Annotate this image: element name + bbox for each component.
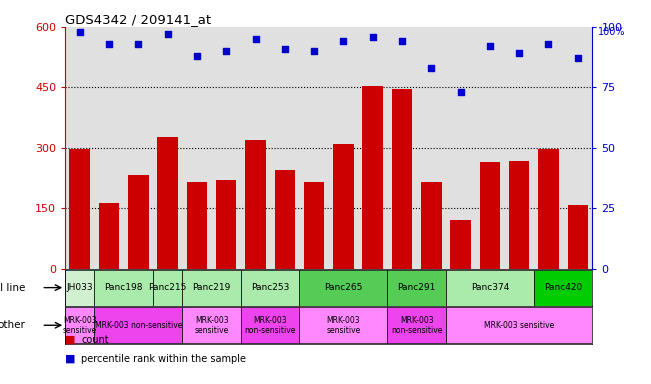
Text: other: other bbox=[0, 320, 25, 330]
Bar bbox=[421, 182, 441, 269]
Bar bbox=[509, 161, 529, 269]
Bar bbox=[538, 149, 559, 269]
Bar bbox=[304, 182, 324, 269]
Text: MRK-003
non-sensitive: MRK-003 non-sensitive bbox=[391, 316, 442, 335]
Text: GDS4342 / 209141_at: GDS4342 / 209141_at bbox=[65, 13, 211, 26]
Text: MRK-003
sensitive: MRK-003 sensitive bbox=[195, 316, 229, 335]
Point bbox=[543, 41, 553, 47]
Text: ■: ■ bbox=[65, 354, 76, 364]
Bar bbox=[70, 149, 90, 269]
Text: ■: ■ bbox=[65, 335, 76, 345]
Text: Panc374: Panc374 bbox=[471, 283, 509, 292]
Bar bbox=[480, 162, 500, 269]
Bar bbox=[446, 270, 534, 306]
Point bbox=[339, 38, 349, 45]
Text: Panc265: Panc265 bbox=[324, 283, 363, 292]
Text: MRK-003
non-sensitive: MRK-003 non-sensitive bbox=[245, 316, 296, 335]
Bar bbox=[241, 270, 299, 306]
Point bbox=[250, 36, 260, 42]
Bar bbox=[153, 270, 182, 306]
Bar bbox=[65, 307, 94, 343]
Point bbox=[74, 29, 85, 35]
Bar bbox=[241, 307, 299, 343]
Bar bbox=[245, 140, 266, 269]
Point bbox=[163, 31, 173, 37]
Text: Panc291: Panc291 bbox=[398, 283, 436, 292]
Bar bbox=[65, 270, 94, 306]
Bar bbox=[158, 137, 178, 269]
Point bbox=[396, 38, 408, 45]
Text: Panc198: Panc198 bbox=[104, 283, 143, 292]
Point bbox=[455, 89, 465, 95]
Bar bbox=[534, 270, 592, 306]
Text: MRK-003 sensitive: MRK-003 sensitive bbox=[484, 321, 554, 330]
Bar bbox=[275, 170, 295, 269]
Bar bbox=[392, 89, 412, 269]
Bar bbox=[387, 307, 446, 343]
Bar bbox=[182, 270, 241, 306]
Text: cell line: cell line bbox=[0, 283, 25, 293]
Text: MRK-003
sensitive: MRK-003 sensitive bbox=[326, 316, 361, 335]
Bar bbox=[182, 307, 241, 343]
Bar bbox=[568, 205, 588, 269]
Bar bbox=[99, 203, 119, 269]
Text: Panc215: Panc215 bbox=[148, 283, 187, 292]
Bar bbox=[216, 180, 236, 269]
Point bbox=[572, 55, 583, 61]
Bar bbox=[333, 144, 353, 269]
Point bbox=[280, 46, 290, 52]
Point bbox=[367, 33, 378, 40]
Text: percentile rank within the sample: percentile rank within the sample bbox=[81, 354, 246, 364]
Text: JH033: JH033 bbox=[66, 283, 93, 292]
Bar bbox=[94, 307, 182, 343]
Bar bbox=[94, 270, 153, 306]
Bar bbox=[299, 270, 387, 306]
Bar bbox=[387, 270, 446, 306]
Text: MRK-003
sensitive: MRK-003 sensitive bbox=[62, 316, 97, 335]
Point bbox=[484, 43, 495, 49]
Point bbox=[221, 48, 232, 54]
Point bbox=[191, 53, 202, 59]
Text: count: count bbox=[81, 335, 109, 345]
Bar bbox=[446, 307, 592, 343]
Text: MRK-003 non-sensitive: MRK-003 non-sensitive bbox=[94, 321, 182, 330]
Point bbox=[514, 50, 524, 56]
Bar bbox=[450, 220, 471, 269]
Point bbox=[133, 41, 143, 47]
Point bbox=[426, 65, 436, 71]
Bar bbox=[363, 86, 383, 269]
Text: 100%: 100% bbox=[598, 27, 625, 37]
Point bbox=[104, 41, 115, 47]
Bar bbox=[187, 182, 207, 269]
Point bbox=[309, 48, 319, 54]
Bar bbox=[299, 307, 387, 343]
Text: Panc253: Panc253 bbox=[251, 283, 289, 292]
Text: Panc420: Panc420 bbox=[544, 283, 582, 292]
Bar bbox=[128, 175, 148, 269]
Text: Panc219: Panc219 bbox=[193, 283, 230, 292]
